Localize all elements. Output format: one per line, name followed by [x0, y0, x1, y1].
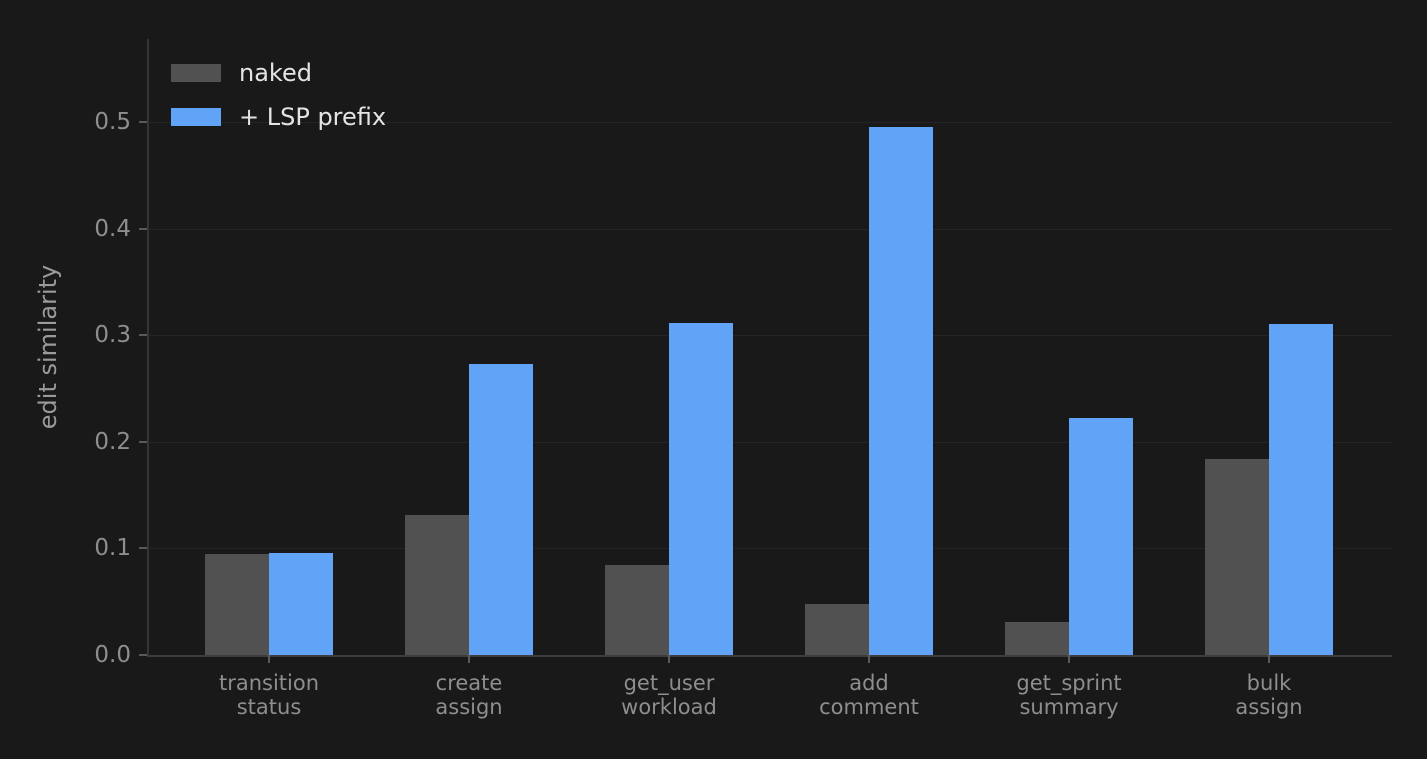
y-tick-mark — [139, 334, 147, 337]
bar-naked — [605, 565, 669, 655]
gridline — [149, 548, 1392, 550]
gridline — [149, 441, 1392, 443]
x-tick-mark — [468, 655, 470, 663]
x-tick-label: get_sprint summary — [1016, 671, 1122, 720]
gridline — [149, 122, 1392, 124]
x-tick-label: bulk assign — [1235, 671, 1303, 720]
x-tick-label: get_user workload — [621, 671, 717, 720]
gridline — [149, 228, 1392, 230]
bar-naked — [1005, 621, 1069, 655]
x-tick-mark — [1068, 655, 1070, 663]
x-tick-mark — [868, 655, 870, 663]
y-tick-mark — [139, 547, 147, 550]
x-tick-label: add comment — [819, 671, 919, 720]
x-tick-mark — [1268, 655, 1270, 663]
x-tick-mark — [668, 655, 670, 663]
bar-naked — [205, 553, 269, 655]
bar-lsp-prefix — [669, 322, 733, 655]
y-tick-label: 0.0 — [94, 642, 131, 668]
y-tick-mark — [139, 654, 147, 656]
bar-lsp-prefix — [1269, 323, 1333, 655]
bar-lsp-prefix — [269, 552, 333, 655]
chart-legend: naked + LSP prefix — [171, 59, 386, 147]
y-tick-label: 0.1 — [94, 535, 131, 562]
y-tick-label: 0.5 — [94, 109, 131, 136]
bar-lsp-prefix — [869, 127, 933, 655]
bar-lsp-prefix — [469, 364, 533, 655]
y-tick-label: 0.3 — [94, 322, 131, 349]
legend-swatch-lsp-prefix — [171, 108, 221, 126]
bar-lsp-prefix — [1069, 418, 1133, 655]
bar-naked — [405, 515, 469, 655]
legend-label: naked — [239, 59, 312, 87]
y-tick-label: 0.4 — [94, 215, 131, 242]
plot-area: naked + LSP prefix 0.0 0.1 0.2 0.3 0.4 0.5 tran… — [94, 39, 1392, 719]
y-axis-label: edit similarity — [34, 264, 62, 430]
x-tick-label: transition status — [218, 671, 320, 720]
legend-label: + LSP prefix — [239, 103, 387, 131]
bar-naked — [1205, 458, 1269, 655]
gridline — [149, 335, 1392, 337]
legend-swatch-naked — [171, 64, 221, 82]
y-tick-mark — [139, 440, 147, 443]
x-tick-mark — [268, 655, 270, 663]
bar-naked — [805, 603, 869, 655]
x-tick-label: create assign — [435, 671, 503, 720]
legend-entry: + LSP prefix — [171, 103, 386, 131]
y-tick-mark — [139, 227, 147, 230]
y-tick-label: 0.2 — [94, 428, 131, 455]
legend-entry: naked — [171, 59, 386, 87]
y-tick-mark — [139, 121, 147, 124]
